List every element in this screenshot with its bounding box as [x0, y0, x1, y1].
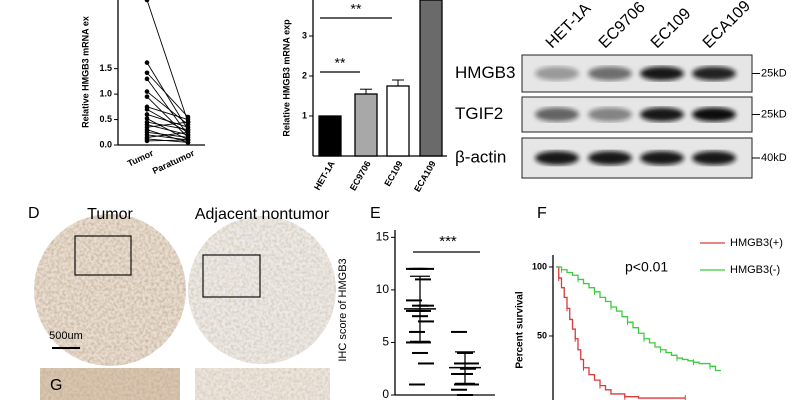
band	[692, 151, 736, 165]
y-axis-label: Relative HMGB3 mRNA exp	[281, 19, 291, 137]
point	[185, 119, 191, 125]
y-tick-label: 50	[537, 330, 547, 340]
zoom-box	[74, 235, 132, 276]
protein-label: HMGB3	[455, 63, 515, 82]
band	[535, 107, 579, 122]
size-label: 25kD	[761, 108, 787, 120]
y-tick-label: 1.5	[99, 63, 112, 73]
point	[144, 112, 150, 117]
y-axis-label: IHC score of HMGB3	[337, 258, 349, 361]
pair-line	[146, 62, 189, 130]
zoom-box	[202, 254, 261, 298]
point	[144, 89, 150, 94]
bar	[419, 0, 443, 157]
point	[144, 94, 150, 99]
lane-label: EC9706	[596, 0, 649, 52]
pair-line	[146, 121, 189, 131]
y-tick-label: 15	[376, 230, 390, 244]
adjacent-texture	[188, 216, 336, 364]
pair-line	[146, 96, 189, 138]
protein-label: β-actin	[455, 147, 506, 166]
panel-label: F	[537, 205, 547, 222]
y-tick-label: 1	[302, 110, 307, 120]
lane-label: ECA109	[700, 0, 754, 52]
point	[144, 0, 150, 3]
band	[588, 66, 632, 81]
lane-label: HET-1A	[543, 0, 595, 52]
g-texture	[195, 368, 330, 400]
point	[144, 107, 150, 112]
band	[535, 151, 579, 165]
p-value: p<0.01	[625, 259, 668, 275]
band	[640, 151, 684, 165]
y-tick-label: 10	[376, 282, 390, 296]
survival-curve	[556, 266, 721, 372]
bar	[318, 115, 342, 157]
point	[185, 137, 191, 143]
band	[692, 66, 736, 81]
band	[640, 107, 684, 122]
scale-label: 500um	[49, 330, 83, 342]
point	[144, 138, 150, 144]
column-title: Tumor	[87, 206, 133, 223]
x-tick-label: HET-1A	[312, 159, 337, 192]
pair-line	[146, 139, 189, 142]
y-tick-label: 5	[382, 335, 389, 349]
pair-line	[146, 0, 189, 123]
point	[144, 116, 150, 121]
y-tick-label: 1.0	[99, 88, 112, 98]
x-tick-label: ECA109	[412, 159, 438, 193]
pair-line	[146, 114, 189, 128]
panel-label: E	[370, 205, 381, 222]
western-blot: HET-1A EC9706 EC109 ECA109 HMGB3 25kD TGIF2 25k…	[455, 0, 787, 179]
y-tick-label: 0.5	[99, 114, 112, 124]
x-tick-label: Tumor	[126, 148, 155, 169]
pair-line	[146, 121, 189, 128]
panel-label: D	[28, 205, 40, 222]
significance: **	[351, 1, 362, 17]
band	[692, 107, 736, 122]
legend-label: HMGB3(+)	[730, 237, 783, 249]
point	[144, 60, 150, 65]
y-axis-label: Relative HMGB3 mRNA ex	[80, 16, 90, 128]
pair-line	[146, 72, 189, 118]
pair-line	[146, 91, 189, 125]
point	[185, 129, 191, 135]
survival-curve	[556, 266, 686, 399]
y-axis-label: Percent survival	[515, 291, 526, 368]
g-texture	[40, 368, 180, 400]
bar	[354, 93, 378, 157]
x-tick-label: EC9706	[348, 159, 373, 192]
column-title: Adjacent nontumor	[195, 206, 330, 223]
panel-label: G	[50, 377, 62, 394]
y-tick-label: 0.0	[99, 139, 112, 149]
pair-line	[146, 131, 189, 138]
band	[535, 66, 579, 81]
y-tick-label: 100	[532, 261, 547, 271]
y-tick-label: 0	[382, 387, 389, 400]
x-tick-label: EC109	[382, 159, 404, 188]
ihc-images	[34, 214, 336, 400]
point	[144, 76, 150, 82]
band	[640, 66, 684, 81]
legend-label: HMGB3(-)	[730, 264, 780, 276]
band	[588, 107, 632, 122]
y-tick-label: 2	[302, 70, 307, 80]
significance: ***	[439, 233, 457, 250]
pair-line	[146, 106, 189, 120]
significance: **	[335, 55, 346, 71]
y-tick-label: 3	[302, 30, 307, 40]
size-label: 25kD	[761, 67, 787, 79]
lane-label: EC109	[648, 5, 695, 52]
x-tick-label: Paratumor	[151, 148, 196, 176]
tumor-texture	[34, 214, 186, 366]
point	[144, 70, 150, 76]
size-label: 40kD	[761, 152, 787, 164]
band	[588, 151, 632, 165]
pair-line	[146, 134, 189, 141]
bar	[386, 85, 410, 157]
protein-label: TGIF2	[455, 104, 503, 123]
